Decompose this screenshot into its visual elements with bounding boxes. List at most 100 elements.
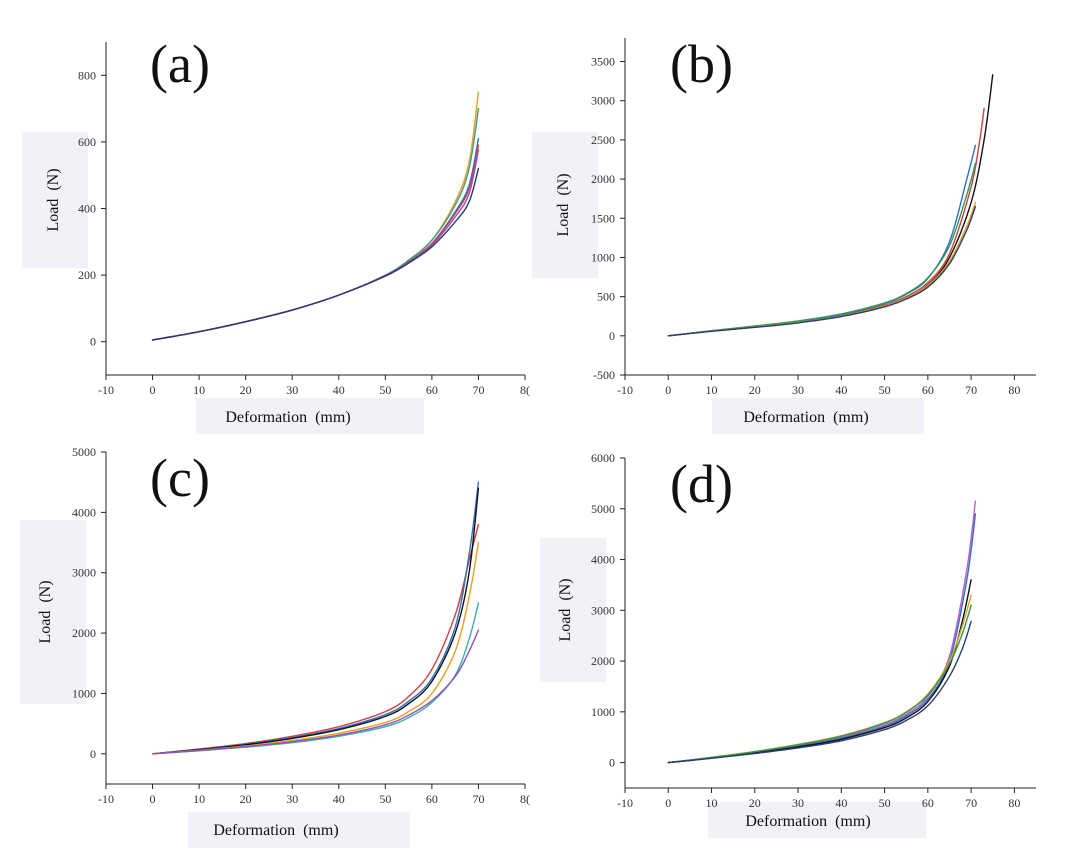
y-tick-label: 0 xyxy=(90,335,96,349)
series-line-1 xyxy=(667,74,994,337)
y-tick-label: -500 xyxy=(593,368,615,382)
x-axis-title-background xyxy=(708,802,926,838)
y-tick-label: 3000 xyxy=(72,566,96,580)
x-axis-title: Deformation (mm) xyxy=(743,409,868,426)
x-tick-label: 20 xyxy=(749,383,761,397)
y-tick-label: 5000 xyxy=(72,445,96,459)
series-line-2 xyxy=(151,107,480,341)
series-line-4 xyxy=(667,594,972,764)
panel-label: (a) xyxy=(150,34,210,94)
y-tick-label: 200 xyxy=(78,268,96,282)
y-tick-label: 800 xyxy=(78,68,96,82)
x-tick-label: 10 xyxy=(706,383,718,397)
y-tick-label: 1500 xyxy=(591,211,615,225)
x-tick-label: 20 xyxy=(240,383,252,397)
chart-panel-3: -10 0 10 20 30 40 50 60 70 8(0 1000 2000 3000 4000 500… xyxy=(20,445,530,848)
y-tick-label: 3000 xyxy=(591,603,615,617)
series-line-3 xyxy=(667,144,977,337)
x-axis-title: Deformation (mm) xyxy=(745,813,870,830)
y-axis-title-background xyxy=(532,132,598,278)
y-tick-label: 1000 xyxy=(72,686,96,700)
x-tick-label: 70 xyxy=(472,383,484,397)
y-tick-label: 1000 xyxy=(591,250,615,264)
series-line-1 xyxy=(151,523,480,755)
x-tick-label: 8( xyxy=(520,792,530,806)
chart-panel-4: -10 0 10 20 30 40 50 60 70 80 0 1000 2000 3000 4000 500… xyxy=(540,451,1036,838)
x-tick-label: 60 xyxy=(426,383,438,397)
y-axis-title: Load (N) xyxy=(37,580,54,643)
x-axis-title-background xyxy=(188,812,410,848)
series-line-2 xyxy=(667,107,985,337)
y-axis-title: Load (N) xyxy=(45,168,62,231)
x-tick-label: 20 xyxy=(240,792,252,806)
x-tick-label: -10 xyxy=(98,383,114,397)
x-tick-label: 60 xyxy=(922,796,934,810)
x-tick-label: 50 xyxy=(379,383,391,397)
y-tick-label: 4000 xyxy=(591,553,615,567)
series-line-4 xyxy=(667,162,977,337)
x-tick-label: 0 xyxy=(665,796,671,810)
y-tick-label: 0 xyxy=(90,747,96,761)
panel-label: (d) xyxy=(670,454,733,514)
series-line-1 xyxy=(667,500,977,764)
panel-label: (b) xyxy=(670,34,733,94)
series-line-2 xyxy=(151,481,480,755)
x-tick-label: 0 xyxy=(150,383,156,397)
x-axis-title: Deformation (mm) xyxy=(213,822,338,839)
series-line-3 xyxy=(667,579,972,764)
x-tick-label: 8( xyxy=(520,383,530,397)
series-line-4 xyxy=(151,541,480,755)
x-tick-label: 60 xyxy=(922,383,934,397)
y-tick-label: 2500 xyxy=(591,133,615,147)
y-tick-label: 2000 xyxy=(72,626,96,640)
series-line-6 xyxy=(151,629,480,755)
y-axis-title-background xyxy=(20,520,86,704)
x-tick-label: 40 xyxy=(835,383,847,397)
x-tick-label: 80 xyxy=(1008,796,1020,810)
x-tick-label: 40 xyxy=(333,792,345,806)
x-tick-label: 80 xyxy=(1008,383,1020,397)
x-tick-label: 70 xyxy=(965,383,977,397)
y-tick-label: 3000 xyxy=(591,94,615,108)
x-tick-label: -10 xyxy=(98,792,114,806)
series-line-6 xyxy=(151,167,480,341)
series-line-6 xyxy=(667,205,977,337)
chart-panel-1: -10 0 10 20 30 40 50 60 70 8(0 200 400 600 800 Deforma… xyxy=(22,34,530,434)
series-line-5 xyxy=(151,602,480,755)
y-tick-label: 5000 xyxy=(591,502,615,516)
x-tick-label: -10 xyxy=(617,796,633,810)
x-axis-title: Deformation (mm) xyxy=(225,409,350,426)
chart-panel-2: -10 0 10 20 30 40 50 60 70 80 -500 0 500 1000 1500 2000… xyxy=(532,34,1036,434)
panel-label: (c) xyxy=(150,448,210,508)
x-tick-label: 70 xyxy=(965,796,977,810)
series-line-3 xyxy=(151,487,480,755)
y-tick-label: 0 xyxy=(609,756,615,770)
x-tick-label: 50 xyxy=(879,796,891,810)
y-tick-label: 400 xyxy=(78,202,96,216)
series-line-5 xyxy=(667,604,972,764)
x-tick-label: 10 xyxy=(706,796,718,810)
y-tick-label: 2000 xyxy=(591,654,615,668)
y-tick-label: 6000 xyxy=(591,451,615,465)
x-tick-label: 20 xyxy=(749,796,761,810)
y-axis-title: Load (N) xyxy=(557,578,574,641)
series-line-6 xyxy=(667,620,972,764)
x-tick-label: 40 xyxy=(835,796,847,810)
y-tick-label: 4000 xyxy=(72,505,96,519)
x-tick-label: 0 xyxy=(665,383,671,397)
y-tick-label: 2000 xyxy=(591,172,615,186)
series-line-2 xyxy=(667,513,977,764)
x-tick-label: 50 xyxy=(879,383,891,397)
x-tick-label: 70 xyxy=(472,792,484,806)
x-tick-label: 30 xyxy=(792,383,804,397)
x-tick-label: 30 xyxy=(286,792,298,806)
x-tick-label: 30 xyxy=(792,796,804,810)
y-axis-title-background xyxy=(22,132,88,268)
y-axis-title: Load (N) xyxy=(555,173,572,236)
y-tick-label: 1000 xyxy=(591,705,615,719)
x-tick-label: 50 xyxy=(379,792,391,806)
y-tick-label: 0 xyxy=(609,329,615,343)
y-tick-label: 500 xyxy=(597,290,615,304)
y-tick-label: 600 xyxy=(78,135,96,149)
